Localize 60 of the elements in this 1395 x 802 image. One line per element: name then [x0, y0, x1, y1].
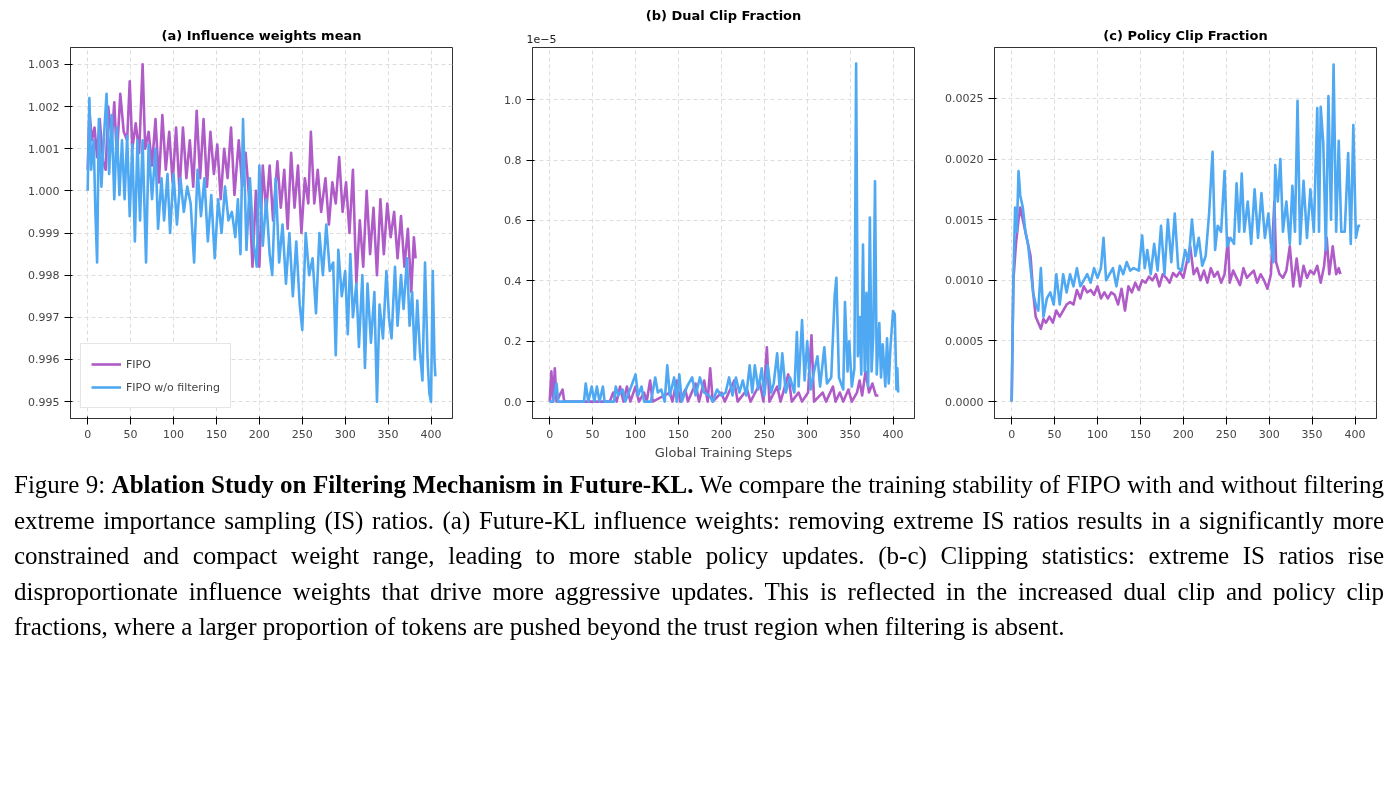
x-tick-label: 50: [123, 427, 138, 441]
y-tick-label: 0.996: [28, 353, 60, 367]
x-tick-label: 150: [667, 427, 689, 441]
x-tick-label: 100: [1087, 427, 1109, 441]
y-tick-label: 1.001: [28, 142, 60, 156]
y-tick-label: 0.4: [504, 274, 522, 288]
y-tick-label: 1.000: [28, 184, 60, 198]
y-tick-label: 1.002: [28, 100, 60, 114]
x-tick-label: 100: [163, 427, 185, 441]
y-tick-label: 0.8: [504, 154, 522, 168]
chart-title: (a) Influence weights mean: [161, 27, 362, 43]
y-tick-label: 0.0000: [945, 395, 984, 409]
x-axis-title: Global Training Steps: [654, 444, 793, 460]
y-tick-label: 1.0: [504, 93, 522, 107]
y-tick-label: 0.0015: [945, 213, 984, 227]
x-tick-label: 250: [1215, 427, 1237, 441]
y-tick-label: 0.0020: [945, 153, 984, 167]
x-tick-label: 350: [839, 427, 861, 441]
x-tick-label: 100: [625, 427, 647, 441]
x-tick-label: 0: [84, 427, 92, 441]
x-tick-label: 300: [796, 427, 818, 441]
x-tick-label: 0: [1008, 427, 1016, 441]
x-tick-label: 50: [585, 427, 600, 441]
legend-label: FIPO w/o filtering: [126, 380, 220, 394]
y-tick-label: 0.997: [28, 311, 60, 325]
x-tick-label: 200: [1172, 427, 1194, 441]
line-series: [86, 92, 437, 403]
y-tick-label: 1.003: [28, 58, 60, 72]
x-tick-label: 400: [420, 427, 442, 441]
text: 1e−5: [526, 32, 557, 46]
line-series: [548, 62, 900, 403]
y-tick-label: 0.999: [28, 227, 60, 240]
chart-title: (c) Policy Clip Fraction: [1103, 27, 1268, 43]
y-tick-label: 0.0010: [945, 274, 984, 288]
x-tick-label: 400: [1344, 427, 1366, 441]
x-tick-label: 300: [334, 427, 356, 441]
x-tick-label: 50: [1047, 427, 1062, 441]
text: Ablation Study on Filtering Mechanism in Future-KL.: [111, 471, 694, 498]
y-tick-label: 0.998: [28, 269, 60, 283]
x-tick-label: 350: [1301, 427, 1323, 441]
x-tick-label: 150: [205, 427, 227, 441]
x-tick-label: 250: [753, 427, 775, 441]
y-tick-label: 0.0025: [945, 92, 984, 106]
y-tick-label: 0.2: [504, 335, 522, 349]
chart-title: (b) Dual Clip Fraction: [645, 7, 802, 23]
legend-label: FIPO: [126, 357, 151, 371]
y-tick-label: 0.0: [504, 395, 522, 409]
caption: Figure 9:: [14, 471, 106, 498]
x-tick-label: 0: [546, 427, 554, 441]
x-tick-label: 350: [377, 427, 399, 441]
line-series: [1010, 63, 1362, 403]
y-tick-label: 0.6: [504, 214, 522, 228]
y-tick-label: 0.995: [28, 395, 60, 409]
x-tick-label: 150: [1129, 427, 1151, 441]
x-tick-label: 300: [1258, 427, 1280, 441]
y-tick-label: 0.0005: [945, 334, 984, 348]
x-tick-label: 200: [248, 427, 270, 441]
x-tick-label: 200: [710, 427, 732, 441]
x-tick-label: 250: [291, 427, 313, 441]
x-tick-label: 400: [882, 427, 904, 441]
